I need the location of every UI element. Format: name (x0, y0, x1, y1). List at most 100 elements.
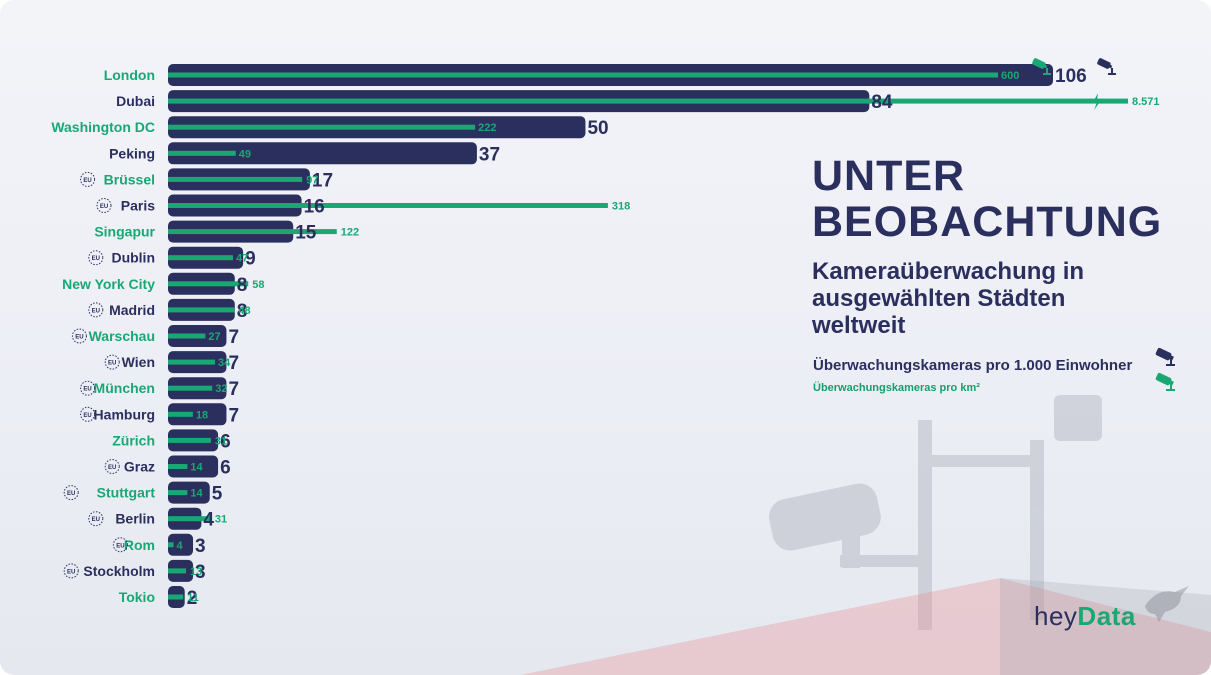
value-per-km2: 31 (215, 514, 227, 526)
value-per-km2: 11 (187, 592, 199, 604)
value-per-km2: 14 (190, 462, 203, 474)
axis-break-icon (1093, 93, 1101, 111)
value-per-inhabitants: 2 (187, 588, 198, 609)
value-per-km2: 600 (1001, 70, 1019, 82)
eu-badge-icon (96, 198, 112, 213)
bar-per-km2 (168, 333, 206, 339)
city-label: New York City (62, 276, 155, 292)
camera-icon (1032, 58, 1051, 75)
value-per-inhabitants: 7 (228, 353, 239, 374)
eu-badge-icon (104, 354, 120, 370)
value-per-km2: 122 (341, 227, 359, 239)
eu-badge-icon (71, 328, 87, 344)
eu-badge-text: EU (83, 178, 91, 184)
bar-per-inhabitants (168, 403, 227, 426)
eu-badge-icon (63, 485, 79, 501)
value-per-inhabitants: 50 (587, 118, 608, 139)
value-per-km2: 27 (208, 331, 220, 343)
bar-per-km2 (168, 307, 235, 313)
subtitle: Kameraüberwachung in ausgewählten Städte… (812, 258, 1085, 339)
bar-per-km2 (168, 229, 337, 235)
bar-per-km2 (168, 255, 234, 261)
bar-per-km2 (168, 281, 249, 287)
eu-badge-text: EU (116, 543, 124, 549)
legend-per-km2: Überwachungskameras pro km² (813, 382, 980, 394)
eu-badge-icon (80, 380, 96, 396)
bar-per-km2 (168, 437, 211, 443)
bar-per-inhabitants (168, 142, 477, 165)
value-per-inhabitants: 6 (220, 458, 231, 479)
value-per-inhabitants: 3 (195, 536, 206, 557)
bar-per-km2 (168, 176, 303, 182)
eu-badge-text: EU (92, 517, 100, 523)
value-per-km2: 31 (215, 435, 227, 447)
bar-per-km2 (168, 72, 998, 78)
bar-per-km2 (168, 542, 174, 548)
city-label: Rom (124, 537, 155, 553)
value-per-inhabitants: 17 (312, 170, 333, 191)
bar-per-km2 (168, 568, 186, 574)
eu-badge-icon (88, 511, 104, 527)
eu-badge-text: EU (100, 204, 108, 210)
bar-per-km2 (168, 411, 193, 417)
city-label: Paris (121, 198, 155, 214)
city-label: London (104, 67, 155, 83)
logo-text: hey (1034, 601, 1078, 631)
bar-per-km2 (168, 203, 608, 208)
eu-badge-icon (80, 171, 96, 187)
value-per-km2: 47 (236, 253, 248, 265)
city-label: München (94, 380, 155, 396)
camera-icon (1155, 347, 1175, 366)
bar-per-km2 (168, 150, 236, 156)
bar-per-km2 (168, 98, 1128, 104)
eu-badge-icon (63, 563, 79, 579)
value-per-km2: 8.571 (1132, 96, 1160, 108)
city-label: Dublin (111, 250, 155, 266)
legend-per-inhabitants: Überwachungskameras pro 1.000 Einwohner (813, 357, 1133, 374)
value-per-km2: 49 (239, 148, 251, 160)
title-line-1: UNTER (812, 152, 966, 200)
value-per-inhabitants: 5 (212, 484, 223, 505)
eu-badge-icon (104, 459, 120, 474)
bar-per-km2 (168, 124, 476, 130)
eu-badge-text: EU (108, 361, 116, 367)
value-per-inhabitants: 7 (228, 405, 239, 426)
value-per-inhabitants: 8 (237, 275, 248, 296)
heydata-logo: heyData (1034, 601, 1136, 632)
city-label: Madrid (109, 302, 155, 318)
city-label: Dubai (116, 93, 155, 109)
value-per-km2: 18 (196, 409, 208, 421)
camera-icon (1155, 372, 1175, 391)
eu-badge-icon (88, 302, 104, 318)
value-per-km2: 34 (218, 357, 231, 369)
value-per-km2: 4 (177, 540, 184, 552)
city-label: Wien (122, 354, 155, 370)
city-label: Berlin (115, 511, 155, 527)
city-label: Peking (109, 145, 155, 161)
eu-badge-text: EU (67, 491, 75, 497)
bar-per-km2 (168, 516, 211, 522)
eu-badge-icon (80, 406, 96, 422)
value-per-inhabitants: 84 (871, 92, 893, 113)
bar-per-km2 (168, 359, 216, 365)
bar-per-km2 (168, 490, 188, 496)
bar-per-km2 (168, 594, 184, 600)
city-label: Stockholm (83, 563, 155, 579)
eu-badge-text: EU (92, 308, 100, 314)
camera-icon (1097, 58, 1116, 75)
value-per-km2: 14 (190, 488, 203, 500)
value-per-km2: 13 (190, 566, 202, 578)
value-per-inhabitants: 9 (245, 249, 256, 270)
value-per-inhabitants: 15 (295, 223, 317, 244)
eu-badge-text: EU (108, 465, 116, 471)
value-per-inhabitants: 7 (228, 327, 239, 348)
bar-per-inhabitants (168, 455, 219, 478)
city-label: Zürich (112, 432, 155, 448)
bar-per-inhabitants (168, 481, 210, 504)
value-per-inhabitants: 37 (479, 144, 500, 165)
city-label: Brüssel (104, 171, 155, 187)
eu-badge-icon (112, 537, 128, 553)
bar-per-inhabitants (168, 533, 194, 556)
eu-badge-text: EU (83, 413, 91, 419)
